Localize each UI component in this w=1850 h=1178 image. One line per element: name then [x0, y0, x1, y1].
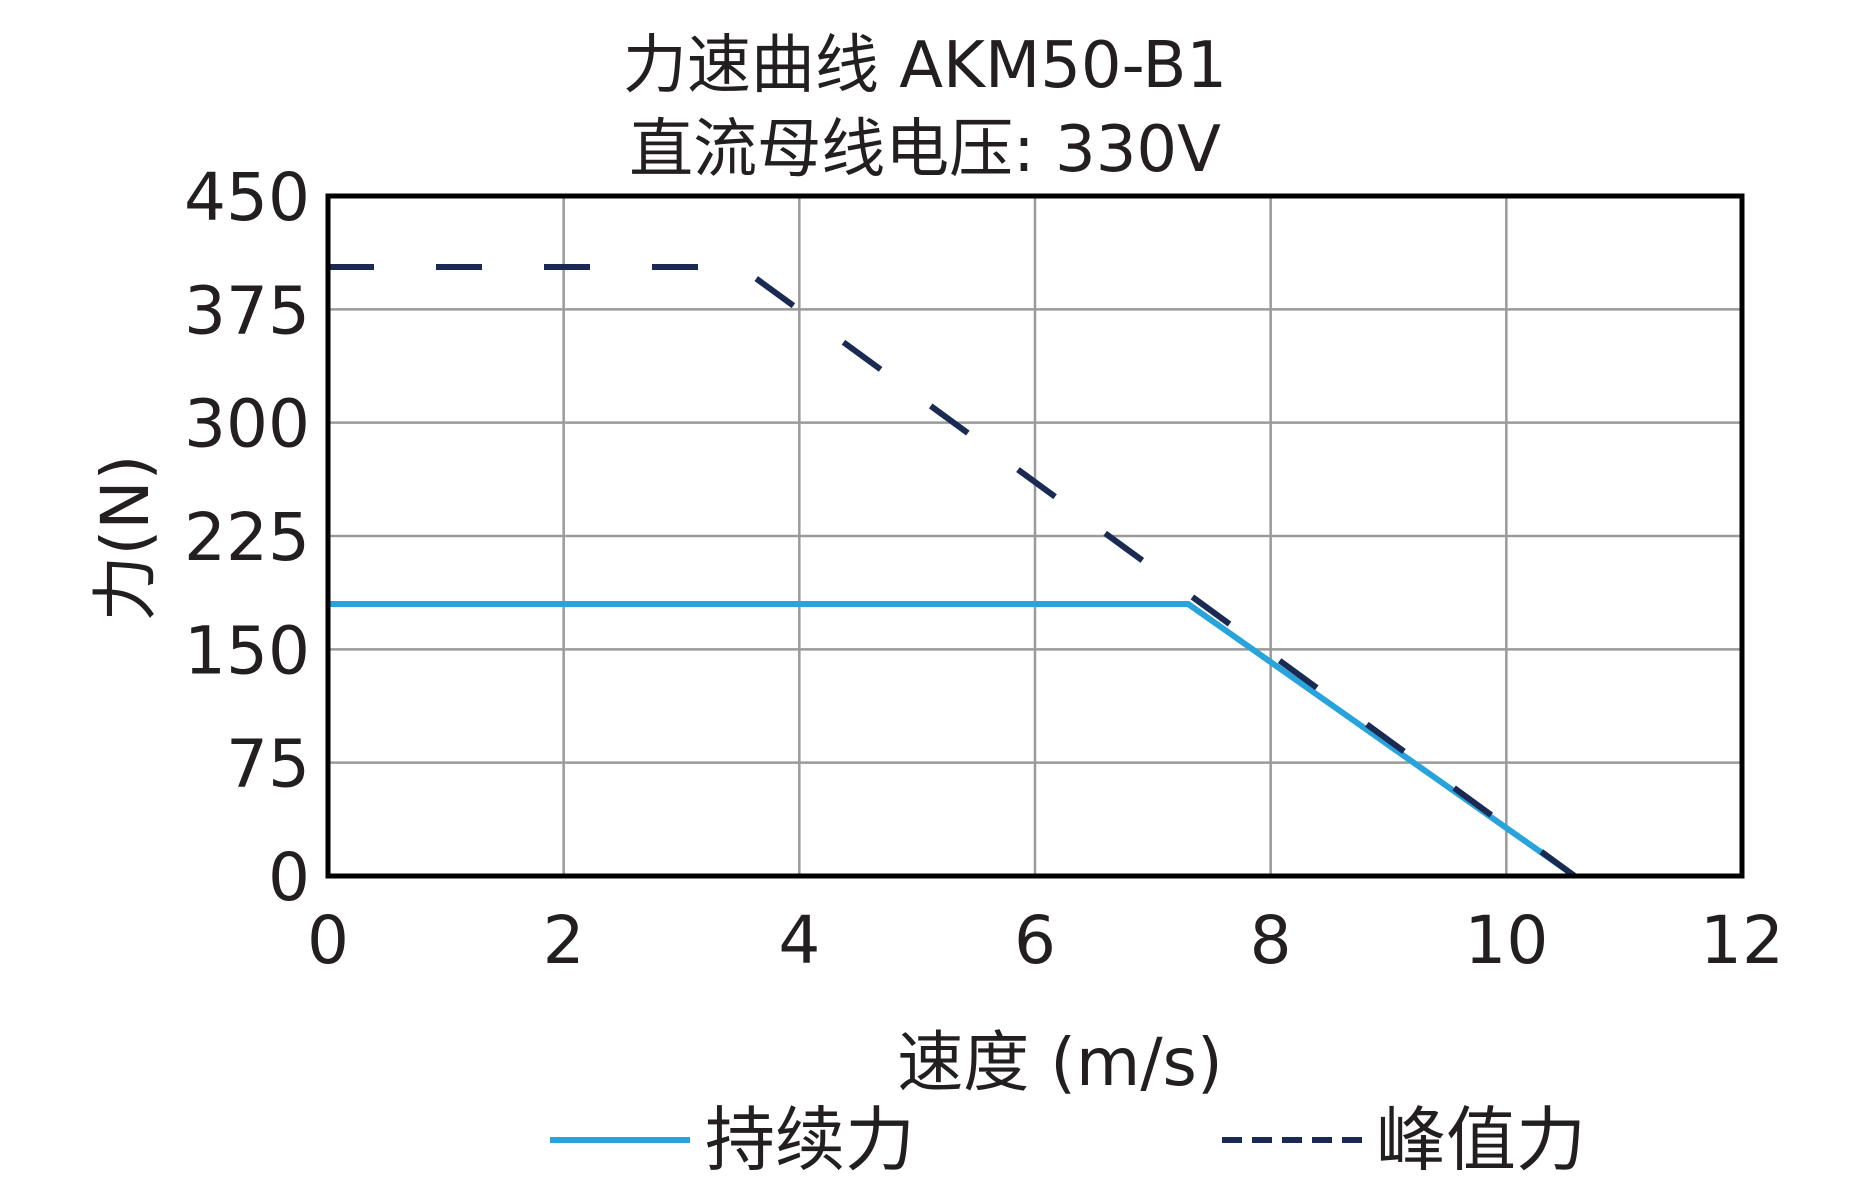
y-tick-label: 75 — [226, 726, 310, 803]
x-axis-label: 速度 (m/s) — [897, 1024, 1222, 1101]
grid — [326, 194, 1744, 878]
series-line-2 — [328, 264, 1577, 879]
series-lines — [328, 264, 1577, 879]
x-tick-label: 2 — [543, 902, 585, 979]
x-tick-label: 12 — [1700, 902, 1784, 979]
y-tick-label: 150 — [184, 612, 310, 689]
x-tick-label: 0 — [307, 902, 349, 979]
plot-frame — [325, 193, 1745, 879]
x-tick-label: 10 — [1464, 902, 1548, 979]
legend: 持续力 峰值力 — [550, 1099, 1586, 1178]
chart-title: 力速曲线 AKM50-B1 — [622, 29, 1228, 103]
y-tick-label: 450 — [184, 159, 310, 236]
tick-labels: 0 2 4 6 8 10 12 0 75 150 225 300 375 450 — [184, 159, 1784, 979]
x-tick-label: 4 — [778, 902, 820, 979]
legend-label-1: 持续力 — [705, 1099, 915, 1178]
y-tick-label: 375 — [184, 272, 310, 349]
y-axis-label: 力(N) — [87, 455, 164, 622]
x-tick-label: 8 — [1250, 902, 1292, 979]
chart-subtitle: 直流母线电压: 330V — [629, 113, 1221, 187]
legend-label-2: 峰值力 — [1376, 1099, 1586, 1178]
y-tick-label: 0 — [268, 839, 310, 916]
y-tick-label: 300 — [184, 386, 310, 463]
x-tick-label: 6 — [1014, 902, 1056, 979]
y-tick-label: 225 — [184, 499, 310, 576]
series-line-1 — [328, 601, 1577, 879]
